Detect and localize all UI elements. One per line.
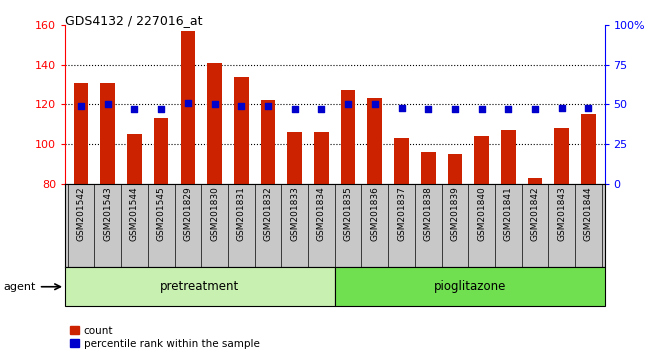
Bar	[394, 138, 409, 184]
Bar	[448, 154, 462, 184]
Text: GSM201832: GSM201832	[263, 187, 272, 241]
Bar	[73, 82, 88, 184]
Point	[423, 106, 434, 112]
Text: GSM201844: GSM201844	[584, 187, 593, 241]
Text: GSM201838: GSM201838	[424, 187, 433, 241]
Point	[343, 102, 354, 107]
Bar	[554, 128, 569, 184]
Point	[476, 106, 487, 112]
Text: GSM201835: GSM201835	[344, 187, 352, 241]
Text: GSM201545: GSM201545	[157, 187, 166, 241]
Point	[129, 106, 140, 112]
Bar	[287, 132, 302, 184]
Bar	[127, 134, 142, 184]
Bar	[207, 63, 222, 184]
Point	[503, 106, 514, 112]
Point	[450, 106, 460, 112]
Text: GSM201836: GSM201836	[370, 187, 380, 241]
Legend: count, percentile rank within the sample: count, percentile rank within the sample	[70, 326, 259, 349]
Point	[396, 105, 407, 110]
Text: GDS4132 / 227016_at: GDS4132 / 227016_at	[65, 14, 203, 27]
Bar	[501, 130, 515, 184]
Point	[289, 106, 300, 112]
Point	[556, 105, 567, 110]
Point	[236, 103, 246, 109]
Bar	[367, 98, 382, 184]
Text: GSM201543: GSM201543	[103, 187, 112, 241]
Point	[263, 103, 273, 109]
Point	[103, 102, 113, 107]
Text: GSM201544: GSM201544	[130, 187, 139, 241]
Text: GSM201843: GSM201843	[557, 187, 566, 241]
Text: pioglitazone: pioglitazone	[434, 280, 506, 293]
Point	[209, 102, 220, 107]
Bar	[474, 136, 489, 184]
Text: pretreatment: pretreatment	[161, 280, 239, 293]
Text: agent: agent	[3, 282, 36, 292]
Text: GSM201842: GSM201842	[530, 187, 540, 241]
Text: GSM201833: GSM201833	[290, 187, 299, 241]
Bar	[154, 118, 168, 184]
Text: GSM201830: GSM201830	[210, 187, 219, 241]
Bar	[421, 152, 436, 184]
Point	[76, 103, 86, 109]
Bar	[341, 91, 356, 184]
Text: GSM201831: GSM201831	[237, 187, 246, 241]
Bar	[261, 101, 276, 184]
Bar	[234, 76, 248, 184]
Text: GSM201829: GSM201829	[183, 187, 192, 241]
Text: GSM201834: GSM201834	[317, 187, 326, 241]
Text: GSM201542: GSM201542	[77, 187, 86, 241]
Bar	[528, 178, 542, 184]
Point	[530, 106, 540, 112]
Text: GSM201839: GSM201839	[450, 187, 460, 241]
Point	[583, 105, 593, 110]
Bar	[335, 267, 604, 306]
Bar	[181, 31, 195, 184]
Bar	[100, 82, 115, 184]
Text: GSM201837: GSM201837	[397, 187, 406, 241]
Point	[183, 100, 193, 105]
Bar	[581, 114, 596, 184]
Point	[156, 106, 166, 112]
Text: GSM201840: GSM201840	[477, 187, 486, 241]
Bar	[314, 132, 329, 184]
Point	[370, 102, 380, 107]
Text: GSM201841: GSM201841	[504, 187, 513, 241]
Point	[316, 106, 326, 112]
Bar	[65, 267, 335, 306]
